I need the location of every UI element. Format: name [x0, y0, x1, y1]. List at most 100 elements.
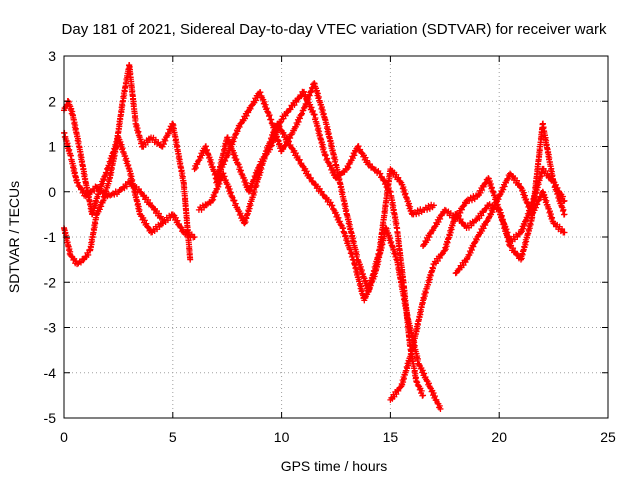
- series-marker: [296, 115, 303, 122]
- data-point: [158, 215, 165, 222]
- series-marker: [486, 214, 492, 221]
- y-tick-label: -1: [44, 229, 57, 245]
- series-marker: [283, 134, 290, 141]
- series-marker: [458, 206, 465, 213]
- series-marker: [174, 217, 181, 224]
- series-marker: [307, 174, 314, 181]
- series-marker: [501, 183, 508, 190]
- series-marker: [156, 223, 163, 230]
- series-marker: [426, 234, 433, 241]
- series-marker: [85, 251, 92, 258]
- series-marker: [117, 186, 124, 193]
- series-marker: [222, 157, 229, 164]
- series-marker: [329, 202, 336, 209]
- series-marker: [393, 391, 400, 398]
- series-marker: [438, 251, 445, 258]
- x-axis-label: GPS time / hours: [281, 458, 388, 474]
- series-marker: [143, 220, 150, 227]
- series-marker: [336, 218, 343, 225]
- series-marker: [247, 105, 254, 112]
- series-marker: [179, 226, 186, 233]
- series-marker: [350, 235, 357, 242]
- series-marker: [318, 104, 325, 111]
- series-marker: [395, 174, 402, 181]
- series-marker: [522, 241, 529, 248]
- series-marker: [98, 203, 105, 210]
- series-marker: [391, 248, 398, 255]
- series-marker: [322, 152, 329, 159]
- series-marker: [425, 380, 432, 387]
- series-marker: [353, 266, 360, 273]
- series-marker: [298, 92, 305, 99]
- series-marker: [327, 199, 334, 206]
- series-marker: [151, 206, 158, 213]
- series-marker: [447, 229, 454, 236]
- axis-ticks: 0 5 10 15 20 25 -5 -4 -3 -2 -1 0 1 2 3: [44, 48, 616, 445]
- series-marker: [542, 194, 549, 201]
- series-marker: [302, 92, 309, 99]
- y-tick-label: -2: [44, 274, 57, 290]
- series-marker: [167, 214, 174, 221]
- data-point: [437, 405, 444, 412]
- y-tick-label: 2: [48, 93, 56, 109]
- series-marker: [138, 138, 145, 145]
- series-marker: [183, 229, 190, 236]
- series-marker: [416, 361, 423, 368]
- x-tick-label: 0: [60, 429, 68, 445]
- series-marker: [377, 170, 384, 177]
- series-marker: [207, 156, 214, 163]
- data-point: [420, 392, 427, 399]
- series-marker: [296, 156, 303, 163]
- series-marker: [421, 370, 428, 377]
- series-marker: [74, 179, 81, 186]
- series-marker: [460, 262, 467, 269]
- series-marker: [297, 92, 304, 99]
- series-marker: [413, 211, 420, 218]
- series-marker: [559, 226, 566, 233]
- series-marker: [473, 236, 480, 243]
- series-marker: [357, 263, 364, 270]
- series-marker: [319, 141, 326, 148]
- series-marker: [199, 152, 206, 159]
- x-tick-label: 5: [169, 429, 177, 445]
- series-marker: [534, 201, 541, 208]
- series-marker: [192, 164, 199, 171]
- series-marker: [324, 155, 331, 162]
- series-marker: [469, 197, 475, 204]
- data-point: [561, 197, 568, 204]
- y-tick-label: 0: [48, 184, 56, 200]
- series-marker: [400, 379, 407, 386]
- series-marker: [335, 214, 342, 221]
- series-marker: [479, 187, 486, 194]
- series-marker: [345, 164, 352, 171]
- series-marker: [243, 112, 250, 119]
- series-marker: [285, 138, 292, 145]
- x-tick-label: 10: [274, 429, 290, 445]
- series-marker: [500, 186, 507, 193]
- series-marker: [532, 204, 539, 211]
- series-marker: [218, 161, 225, 168]
- series-marker: [96, 206, 103, 213]
- series-marker: [294, 153, 301, 160]
- series-marker: [123, 155, 130, 162]
- series-marker: [107, 160, 114, 167]
- x-tick-label: 15: [383, 429, 399, 445]
- data-point: [561, 211, 568, 218]
- series-marker: [435, 218, 442, 225]
- series-marker: [514, 177, 521, 184]
- series-marker: [70, 162, 77, 169]
- series-marker: [552, 181, 559, 188]
- series-marker: [162, 137, 169, 144]
- series-marker: [410, 342, 417, 349]
- data-point: [561, 229, 568, 236]
- series-marker: [419, 367, 426, 374]
- series-marker: [231, 197, 238, 204]
- series-marker: [388, 394, 395, 401]
- series-marker: [123, 183, 130, 190]
- data-point: [191, 234, 198, 240]
- data-point: [430, 202, 437, 209]
- series-marker: [534, 184, 541, 191]
- series-marker: [450, 212, 457, 219]
- series-marker: [424, 206, 431, 213]
- series-marker: [470, 243, 477, 250]
